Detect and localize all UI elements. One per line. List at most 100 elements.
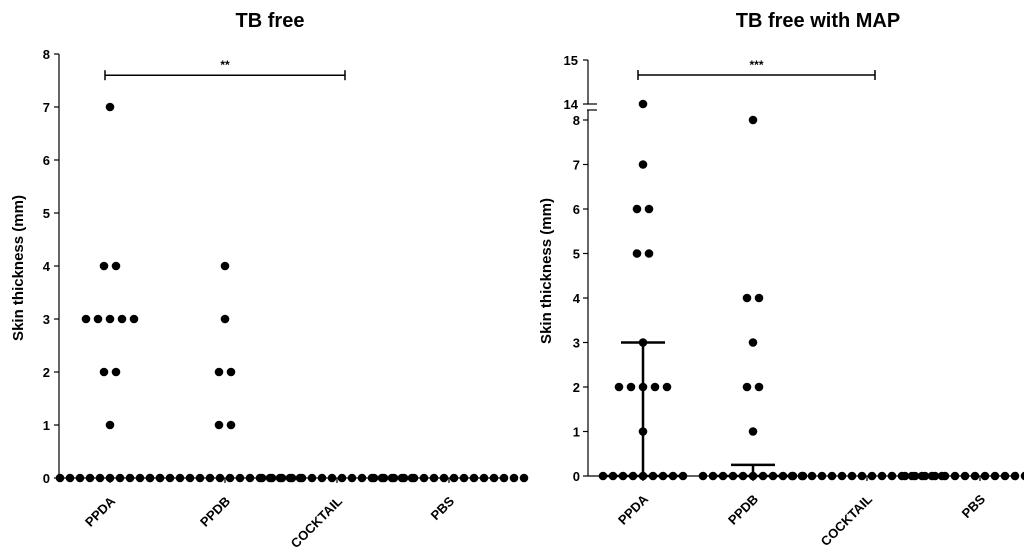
data-point — [117, 314, 127, 324]
data-point — [226, 367, 236, 377]
data-point — [220, 261, 230, 271]
data-point — [768, 471, 778, 481]
y-axis-label: Skin thickness (mm) — [10, 195, 27, 341]
data-point — [662, 382, 672, 392]
error-bars — [605, 341, 791, 478]
data-point — [638, 160, 648, 169]
data-point — [728, 471, 738, 481]
data-point — [85, 473, 95, 483]
data-point — [970, 471, 980, 481]
y-tick-label: 0 — [43, 471, 50, 486]
data-point — [145, 473, 155, 483]
chart-title: TB free with MAP — [736, 10, 900, 32]
data-point — [658, 471, 668, 481]
x-tick-label: PPDB — [197, 494, 233, 530]
data-point — [105, 314, 115, 324]
data-point — [847, 471, 857, 481]
data-point — [129, 314, 139, 324]
data-point — [99, 261, 109, 271]
data-point — [185, 473, 195, 483]
data-point — [990, 471, 1000, 481]
data-point — [214, 420, 224, 430]
data-point — [155, 473, 165, 483]
data-point — [638, 99, 648, 109]
data-point — [678, 471, 688, 481]
data-point — [797, 471, 807, 481]
y-tick-labels: 0 1 2 3 4 5 6 7 814 15 — [564, 53, 581, 484]
data-point — [175, 473, 185, 483]
data-point — [439, 473, 449, 483]
y-tick-label: 3 — [43, 312, 50, 327]
data-point — [65, 473, 75, 483]
data-point — [742, 293, 752, 303]
data-point — [980, 471, 990, 481]
data-point — [389, 473, 399, 483]
data-point — [105, 102, 115, 112]
data-point — [708, 471, 718, 481]
y-tick-label: 4 — [43, 259, 51, 274]
data-point — [409, 473, 419, 483]
significance-label: ** — [220, 58, 230, 72]
significance-bracket: *** — [637, 58, 876, 80]
data-point — [950, 471, 960, 481]
data-point — [638, 471, 648, 481]
data-point — [1020, 471, 1024, 481]
data-point — [235, 473, 245, 483]
data-point — [1000, 471, 1010, 481]
data-point — [357, 473, 367, 483]
data-point — [287, 473, 297, 483]
y-tick-label: 7 — [43, 100, 50, 115]
data-point — [638, 382, 648, 392]
y-tick-label: 8 — [573, 113, 580, 128]
data-point — [827, 471, 837, 481]
data-point — [754, 382, 764, 392]
y-tick-label: 8 — [43, 47, 50, 62]
data-point — [598, 471, 608, 481]
data-point — [337, 473, 347, 483]
data-point — [277, 473, 287, 483]
data-point — [1010, 471, 1020, 481]
data-point — [429, 473, 439, 483]
data-point — [267, 473, 277, 483]
x-tick-label: PBS — [959, 491, 989, 521]
data-point — [628, 471, 638, 481]
data-point — [807, 471, 817, 481]
data-point — [718, 471, 728, 481]
data-point — [165, 473, 175, 483]
data-point — [650, 382, 660, 392]
y-tick-label: 7 — [573, 158, 580, 173]
y-tick-labels: 0 1 2 3 4 5 6 7 8 — [43, 47, 51, 486]
data-point — [226, 420, 236, 430]
data-point — [479, 473, 489, 483]
data-point — [626, 382, 636, 392]
data-point — [758, 471, 768, 481]
data-point — [519, 473, 529, 483]
y-tick-label: 4 — [573, 291, 581, 306]
data-point — [459, 473, 469, 483]
data-point — [738, 471, 748, 481]
data-point — [920, 471, 930, 481]
data-point — [115, 473, 125, 483]
data-point — [499, 473, 509, 483]
significance-label: *** — [749, 58, 763, 72]
data-point — [632, 204, 642, 214]
data-point — [449, 473, 459, 483]
data-point — [644, 204, 654, 214]
data-point — [55, 473, 65, 483]
data-point — [748, 427, 758, 436]
data-points — [55, 102, 529, 483]
data-point — [837, 471, 847, 481]
data-point — [867, 471, 877, 481]
data-point — [614, 382, 624, 392]
y-tick-label: 0 — [573, 469, 580, 484]
y-tick-label: 2 — [573, 380, 580, 395]
data-point — [900, 471, 910, 481]
data-point — [419, 473, 429, 483]
data-point — [95, 473, 105, 483]
x-tick-labels: PPDA PPDB COCKTAIL PBS — [615, 491, 988, 549]
x-tick-label: PPDA — [82, 493, 119, 530]
x-tick-label: PPDA — [615, 491, 652, 528]
data-point — [618, 471, 628, 481]
data-point — [369, 473, 379, 483]
